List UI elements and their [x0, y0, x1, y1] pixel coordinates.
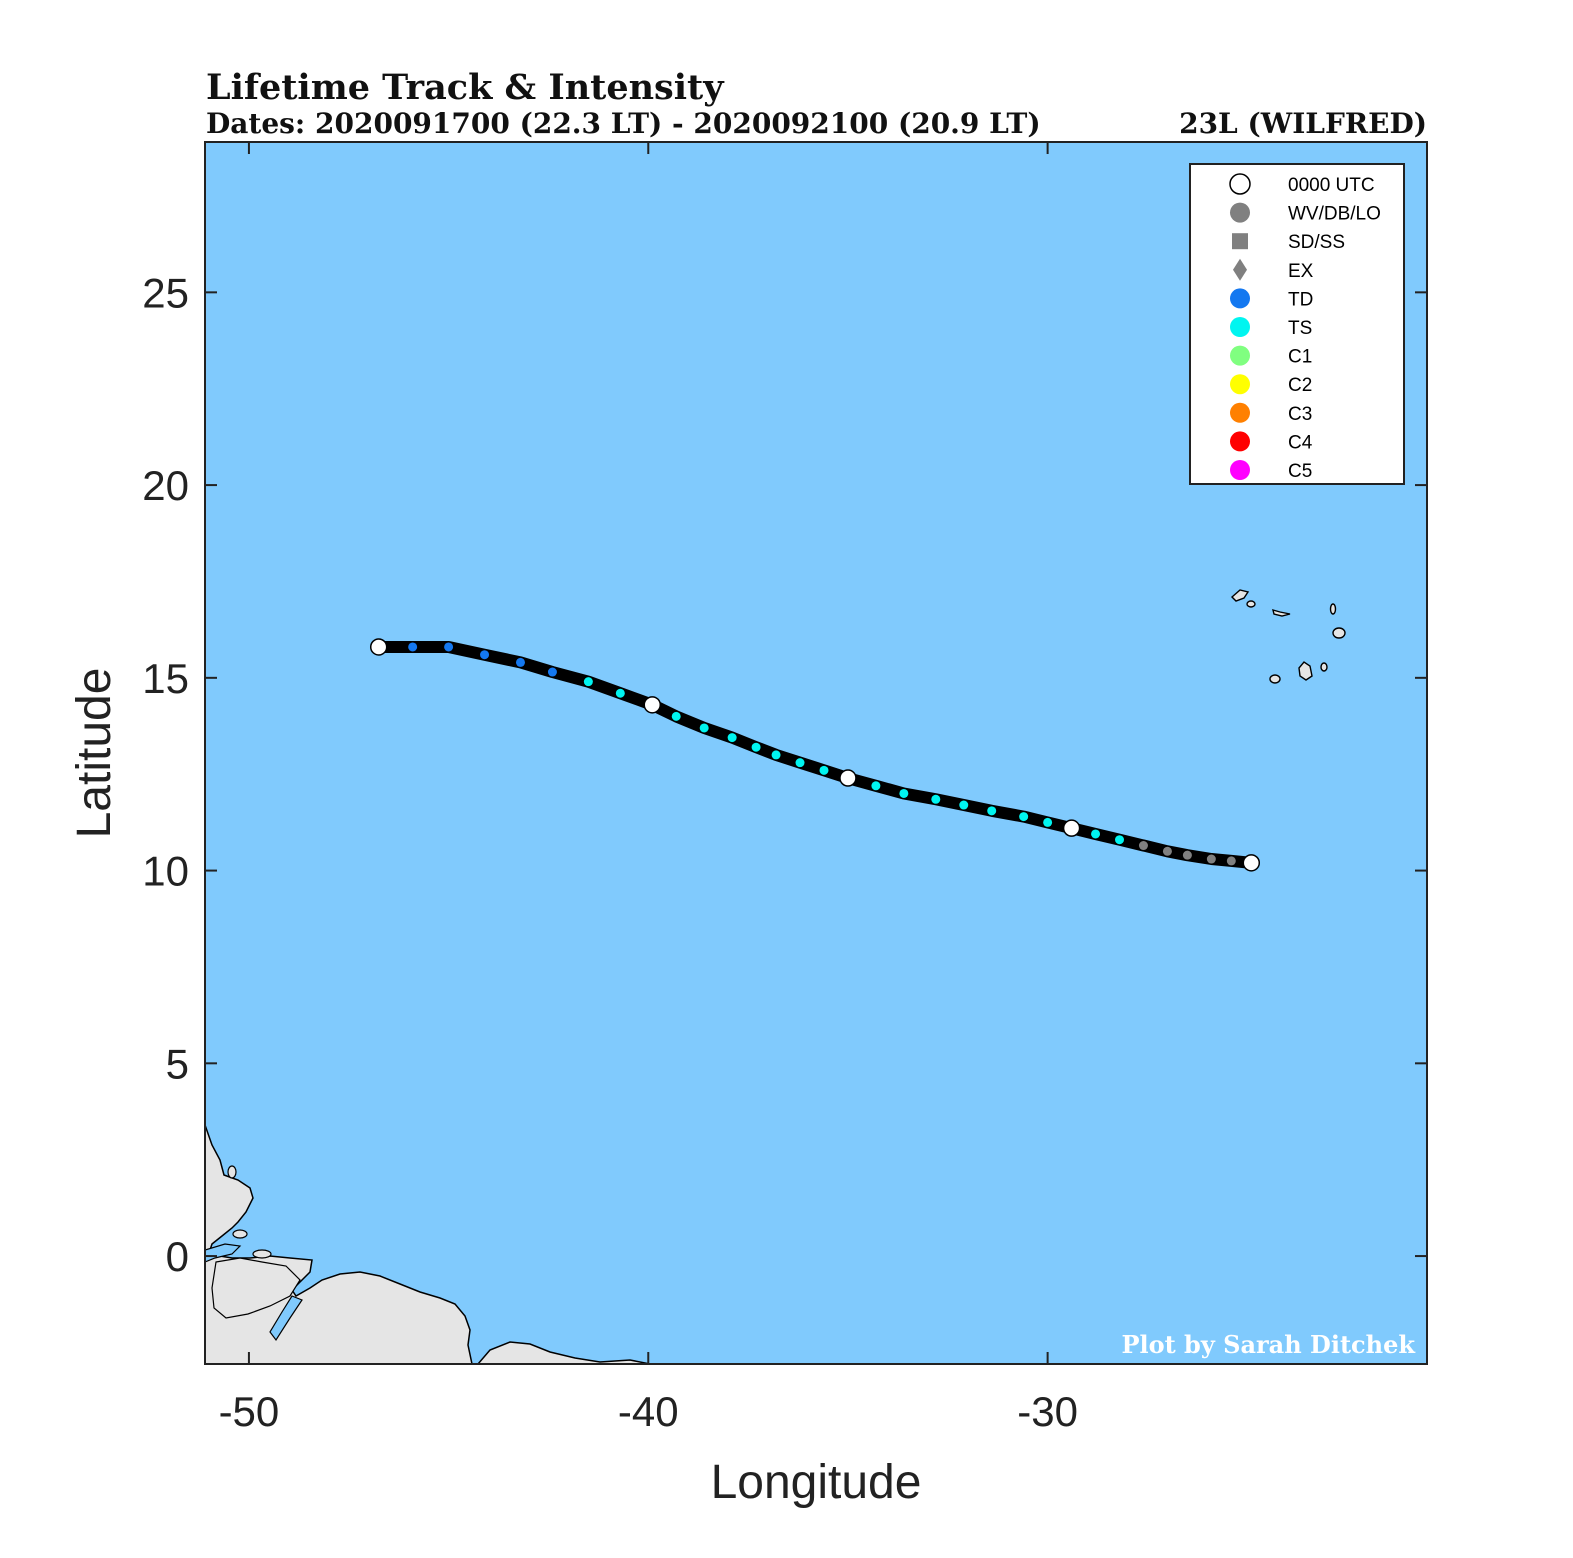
track-point-ts	[699, 723, 709, 733]
track-point-ts	[899, 788, 909, 798]
legend-label: C2	[1288, 375, 1312, 396]
legend-label: 0000 UTC	[1288, 175, 1375, 196]
legend-label: WV/DB/LO	[1288, 204, 1381, 225]
track-point-ts	[959, 800, 969, 810]
legend: 0000 UTC WV/DB/LO SD/SS EX TD TS C1 C2 C3 C4 C5	[1189, 163, 1405, 485]
track-point-td	[480, 650, 490, 660]
plot-frame	[204, 141, 1428, 1365]
legend-label: EX	[1288, 261, 1314, 282]
track-point-ts	[795, 758, 805, 768]
coastal-islet	[227, 1165, 237, 1179]
track-point-ts	[1115, 835, 1125, 845]
river-inlet	[269, 1295, 303, 1342]
track-point-td	[444, 642, 454, 652]
x-tick-label: -40	[618, 1388, 679, 1435]
track-point-0000utc	[839, 769, 857, 787]
track-point-0000utc	[369, 638, 388, 656]
legend-label: C4	[1288, 432, 1313, 453]
storm-track-layer	[369, 638, 1261, 872]
island-fogo	[1269, 674, 1281, 684]
legend-label: TD	[1288, 289, 1313, 310]
marajo-island	[211, 1257, 301, 1319]
track-point-0000utc	[1062, 819, 1081, 837]
amazon-river-channel	[205, 1243, 242, 1263]
cape-verde-islands	[1230, 589, 1346, 684]
track-point-td	[408, 642, 418, 652]
chart-subtitle: Dates: 2020091700 (22.3 LT) - 2020092100…	[206, 107, 1041, 140]
x-tick-label: -30	[1017, 1388, 1078, 1435]
x-tick-label: -50	[219, 1388, 280, 1435]
y-tick-label: 5	[166, 1040, 189, 1087]
track-point-wv	[1226, 856, 1236, 866]
legend-marker-c3	[1230, 402, 1250, 423]
track-point-ts	[583, 677, 593, 687]
track-point-ts	[987, 806, 997, 816]
track-point-td	[547, 667, 557, 677]
track-point-ts	[671, 711, 681, 721]
track-point-ts	[931, 794, 941, 804]
south-america-land-east	[477, 1341, 651, 1364]
x-axis-label: Longitude	[711, 1456, 922, 1509]
chart-title: Lifetime Track & Intensity	[206, 67, 725, 108]
y-tick-label: 15	[142, 655, 189, 702]
track-point-ts	[1043, 817, 1053, 827]
track-point-ts	[1091, 829, 1101, 839]
track-point-0000utc	[643, 696, 662, 714]
track-point-ts	[1019, 812, 1029, 822]
coastal-islet	[252, 1249, 272, 1259]
land-layer	[205, 1124, 651, 1364]
legend-marker-0000-utc	[1229, 173, 1251, 195]
track-point-wv	[1162, 846, 1172, 856]
y-tick-label: 10	[142, 848, 189, 895]
track-point-ts	[819, 765, 829, 775]
legend-marker-wv-db-lo	[1230, 202, 1250, 223]
legend-marker-c1	[1230, 345, 1250, 366]
island-boa-vista	[1332, 627, 1346, 639]
storm-id: 23L (WILFRED)	[1179, 107, 1427, 140]
track-point-0000utc	[1242, 854, 1261, 872]
y-tick-label: 25	[142, 269, 189, 316]
island-sao-vicente	[1246, 600, 1256, 608]
track-point-wv	[1182, 850, 1192, 860]
legend-marker-td	[1230, 288, 1250, 309]
legend-marker-sd-ss	[1232, 233, 1248, 250]
track-point-wv	[1206, 854, 1216, 864]
island-sao-nicolau	[1272, 608, 1291, 617]
y-tick-label: 20	[142, 462, 189, 509]
legend-label: C3	[1288, 404, 1312, 425]
axis-ticks: -50 -40 -30 0 5 10 15 20 25	[142, 142, 1427, 1435]
legend-label: C5	[1288, 461, 1312, 482]
track-point-wv	[1138, 841, 1148, 851]
island-maio	[1320, 662, 1328, 672]
coastal-islet	[232, 1229, 248, 1239]
track-point-ts	[771, 750, 781, 760]
legend-marker-c5	[1230, 460, 1250, 480]
track-point-ts	[751, 742, 761, 752]
legend-marker-c2	[1230, 374, 1250, 395]
legend-marker-ts	[1230, 317, 1250, 337]
y-axis-label: Latitude	[68, 668, 121, 839]
legend-label: SD/SS	[1288, 232, 1345, 253]
track-point-td	[515, 657, 525, 667]
island-sal	[1329, 603, 1337, 615]
island-santiago	[1298, 661, 1313, 681]
track-point-ts	[615, 688, 625, 698]
island-santo-antao	[1230, 589, 1250, 602]
credit-text: Plot by Sarah Ditchek	[1121, 1330, 1416, 1359]
track-point-ts	[727, 733, 737, 743]
legend-marker-c4	[1230, 431, 1250, 452]
legend-box	[1189, 163, 1405, 485]
legend-label: C1	[1288, 347, 1312, 368]
y-tick-label: 0	[166, 1233, 189, 1280]
legend-label: TS	[1288, 318, 1312, 339]
track-point-ts	[871, 781, 881, 791]
legend-marker-ex	[1233, 258, 1247, 281]
